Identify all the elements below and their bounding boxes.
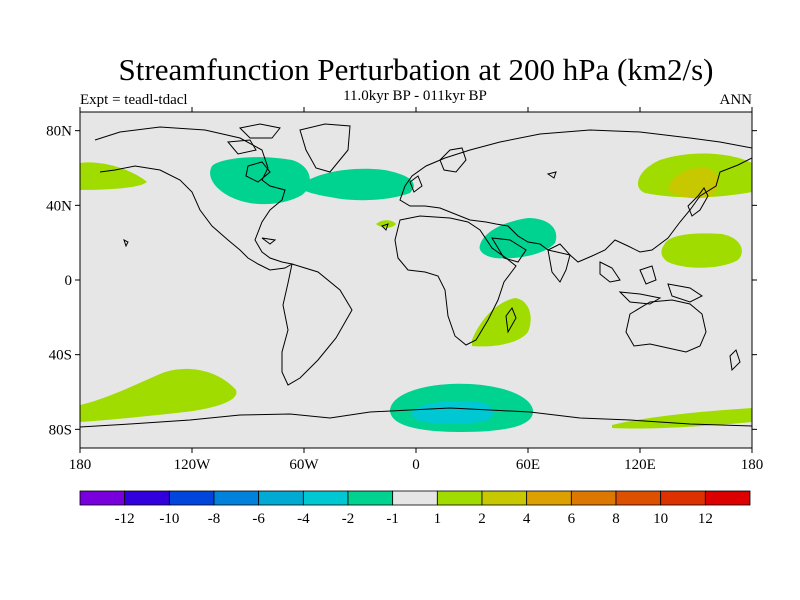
colorbar-swatch <box>615 490 662 506</box>
chart-subtitle: 11.0kyr BP - 011kyr BP <box>343 88 487 104</box>
colorbar-label: 6 <box>568 511 576 527</box>
lon-tick-label: 0 <box>412 457 420 473</box>
experiment-label: Expt = teadl-tdacl <box>80 92 188 108</box>
coastlines <box>80 123 752 428</box>
lon-tick-label: 60W <box>289 457 319 473</box>
colorbar-label: 4 <box>523 511 531 527</box>
lon-tick-label: 120W <box>174 457 212 473</box>
colorbar-swatch <box>347 490 394 506</box>
colorbar-swatch <box>302 490 349 506</box>
colorbar-label: -2 <box>342 511 355 527</box>
southeast-indian-positive <box>612 408 752 429</box>
colorbar-swatch <box>660 490 706 506</box>
latitude-axis: 80N 40N 0 40S 80S <box>46 124 757 438</box>
colorbar: -12 -10 -8 -6 -4 -2 -1 1 2 4 6 8 10 12 <box>79 490 751 527</box>
madagascar-positive <box>472 298 531 347</box>
lat-tick-label: 80S <box>49 422 72 438</box>
lat-tick-label: 80N <box>46 124 72 140</box>
colorbar-swatch <box>570 490 617 506</box>
colorbar-label: -1 <box>386 511 399 527</box>
lat-tick-label: 0 <box>65 273 73 289</box>
colorbar-swatch <box>258 490 304 506</box>
small-atlantic-positive <box>376 220 396 228</box>
colorbar-label: 8 <box>612 511 620 527</box>
longitude-axis: 180 120W 60W 0 60E 120E 180 <box>69 107 764 473</box>
colorbar-label: -4 <box>297 511 310 527</box>
colorbar-swatch <box>704 490 751 506</box>
colorbar-swatch <box>436 490 483 506</box>
colorbar-label: 12 <box>698 511 713 527</box>
colorbar-label: 2 <box>478 511 486 527</box>
lon-tick-label: 180 <box>69 457 92 473</box>
south-pacific-positive <box>80 368 237 422</box>
colorbar-swatch <box>213 490 260 506</box>
colorbar-swatch <box>79 490 126 506</box>
colorbar-label: -6 <box>252 511 265 527</box>
colorbar-swatch <box>168 490 215 506</box>
colorbar-swatch <box>481 490 528 506</box>
colorbar-swatch <box>124 490 170 506</box>
colorbar-label: 1 <box>434 511 442 527</box>
lat-tick-label: 40N <box>46 198 72 214</box>
lon-tick-label: 60E <box>516 457 540 473</box>
antarctic-core-negative <box>411 401 494 424</box>
colorbar-swatch <box>526 490 572 506</box>
north-pacific-positive <box>80 162 147 190</box>
lon-tick-label: 120E <box>624 457 656 473</box>
lon-tick-label: 180 <box>741 457 764 473</box>
chart-title: Streamfunction Perturbation at 200 hPa (… <box>118 52 714 87</box>
colorbar-label: -12 <box>115 511 135 527</box>
west-pacific-positive <box>661 233 742 268</box>
colorbar-label: -8 <box>208 511 221 527</box>
north-atlantic-negative <box>299 168 414 201</box>
colorbar-swatch <box>392 490 438 506</box>
lat-tick-label: 40S <box>49 348 72 364</box>
season-label: ANN <box>719 92 753 108</box>
colorbar-label: -10 <box>159 511 179 527</box>
colorbar-label: 10 <box>653 511 668 527</box>
